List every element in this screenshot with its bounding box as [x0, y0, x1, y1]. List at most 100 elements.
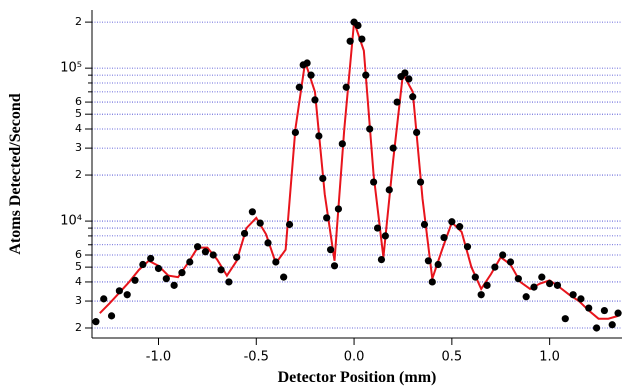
data-point: [585, 304, 593, 312]
data-point: [178, 269, 186, 277]
y-tick-label: 5: [75, 260, 82, 273]
x-tick-label: -1.0: [146, 350, 171, 365]
data-point: [256, 219, 264, 227]
data-point: [315, 132, 323, 140]
data-point: [614, 309, 622, 317]
data-point: [553, 281, 562, 289]
data-point: [366, 125, 374, 133]
data-point: [477, 291, 485, 299]
data-point: [440, 233, 448, 242]
data-point: [514, 275, 522, 283]
data-point: [346, 37, 354, 45]
data-point: [326, 246, 335, 254]
data-point: [428, 278, 436, 286]
data-point: [393, 98, 401, 106]
y-tick-label: 6: [75, 95, 82, 108]
data-point: [577, 295, 585, 303]
data-point: [338, 140, 346, 148]
data-point: [280, 273, 288, 281]
data-point: [272, 258, 280, 266]
data-point: [291, 128, 299, 137]
data-point: [217, 266, 225, 274]
data-point: [330, 262, 339, 270]
data-point: [264, 239, 272, 247]
data-point: [377, 255, 386, 264]
data-point: [170, 281, 178, 289]
data-point: [311, 96, 319, 104]
x-tick-label: 0.5: [442, 350, 463, 365]
data-point: [233, 253, 241, 261]
y-tick-label: 4: [75, 122, 82, 135]
y-tick-label: 2: [75, 321, 82, 334]
data-point: [115, 287, 123, 295]
data-point: [420, 220, 429, 229]
data-point: [569, 291, 577, 299]
data-point: [506, 258, 515, 266]
data-point: [225, 278, 233, 286]
y-tick-label: 5: [75, 107, 82, 120]
y-tick-label: 3: [75, 294, 82, 307]
data-point: [401, 69, 409, 77]
data-point: [334, 205, 343, 213]
data-point: [530, 283, 538, 291]
data-point: [307, 71, 315, 79]
data-point: [107, 312, 116, 320]
y-axis-title: Atoms Detected/Second: [7, 93, 24, 254]
data-point: [538, 273, 546, 281]
data-point: [370, 178, 378, 186]
data-point: [131, 276, 139, 284]
data-point: [194, 243, 202, 251]
data-point: [405, 75, 413, 83]
data-point: [592, 324, 601, 332]
data-point: [434, 260, 442, 269]
data-point: [92, 318, 100, 326]
y-tick-label: 4: [75, 275, 82, 288]
x-tick-label: -0.5: [244, 350, 269, 365]
y-tick-label: 2: [75, 15, 82, 28]
x-axis-title: Detector Position (mm): [278, 369, 437, 386]
data-point: [546, 280, 554, 288]
data-point: [499, 251, 507, 259]
y-tick-label: 2: [75, 168, 82, 181]
data-point: [240, 229, 249, 238]
data-point: [608, 321, 616, 329]
x-tick-label: 1.0: [539, 350, 560, 365]
data-point: [385, 186, 393, 194]
data-point: [139, 260, 147, 269]
data-point: [491, 263, 499, 271]
data-point: [416, 178, 425, 186]
data-point: [342, 83, 350, 91]
y-tick-label: 10⁴: [60, 214, 82, 229]
data-point: [471, 273, 479, 281]
data-point: [600, 306, 608, 315]
data-point: [154, 264, 163, 273]
data-point: [409, 93, 417, 101]
data-point: [319, 174, 327, 183]
data-point: [413, 128, 421, 137]
data-point: [456, 223, 464, 231]
data-point: [147, 254, 155, 263]
data-point: [362, 71, 370, 79]
data-point: [186, 258, 194, 266]
data-point: [561, 315, 569, 323]
data-point: [373, 224, 382, 232]
data-point: [448, 218, 456, 226]
data-point: [424, 257, 432, 265]
data-point: [303, 59, 311, 67]
data-point: [285, 220, 294, 229]
data-point: [248, 208, 256, 216]
data-point: [381, 232, 389, 240]
x-tick-label: 0.0: [344, 350, 365, 365]
data-point: [323, 214, 331, 222]
data-point: [295, 83, 303, 91]
data-point: [483, 281, 491, 289]
y-tick-label: 6: [75, 248, 82, 261]
data-point: [201, 248, 210, 256]
y-tick-label: 3: [75, 141, 82, 154]
data-point: [100, 295, 108, 303]
data-point: [162, 275, 170, 283]
data-point: [354, 21, 362, 30]
data-point: [209, 251, 217, 259]
data-point: [463, 243, 472, 251]
